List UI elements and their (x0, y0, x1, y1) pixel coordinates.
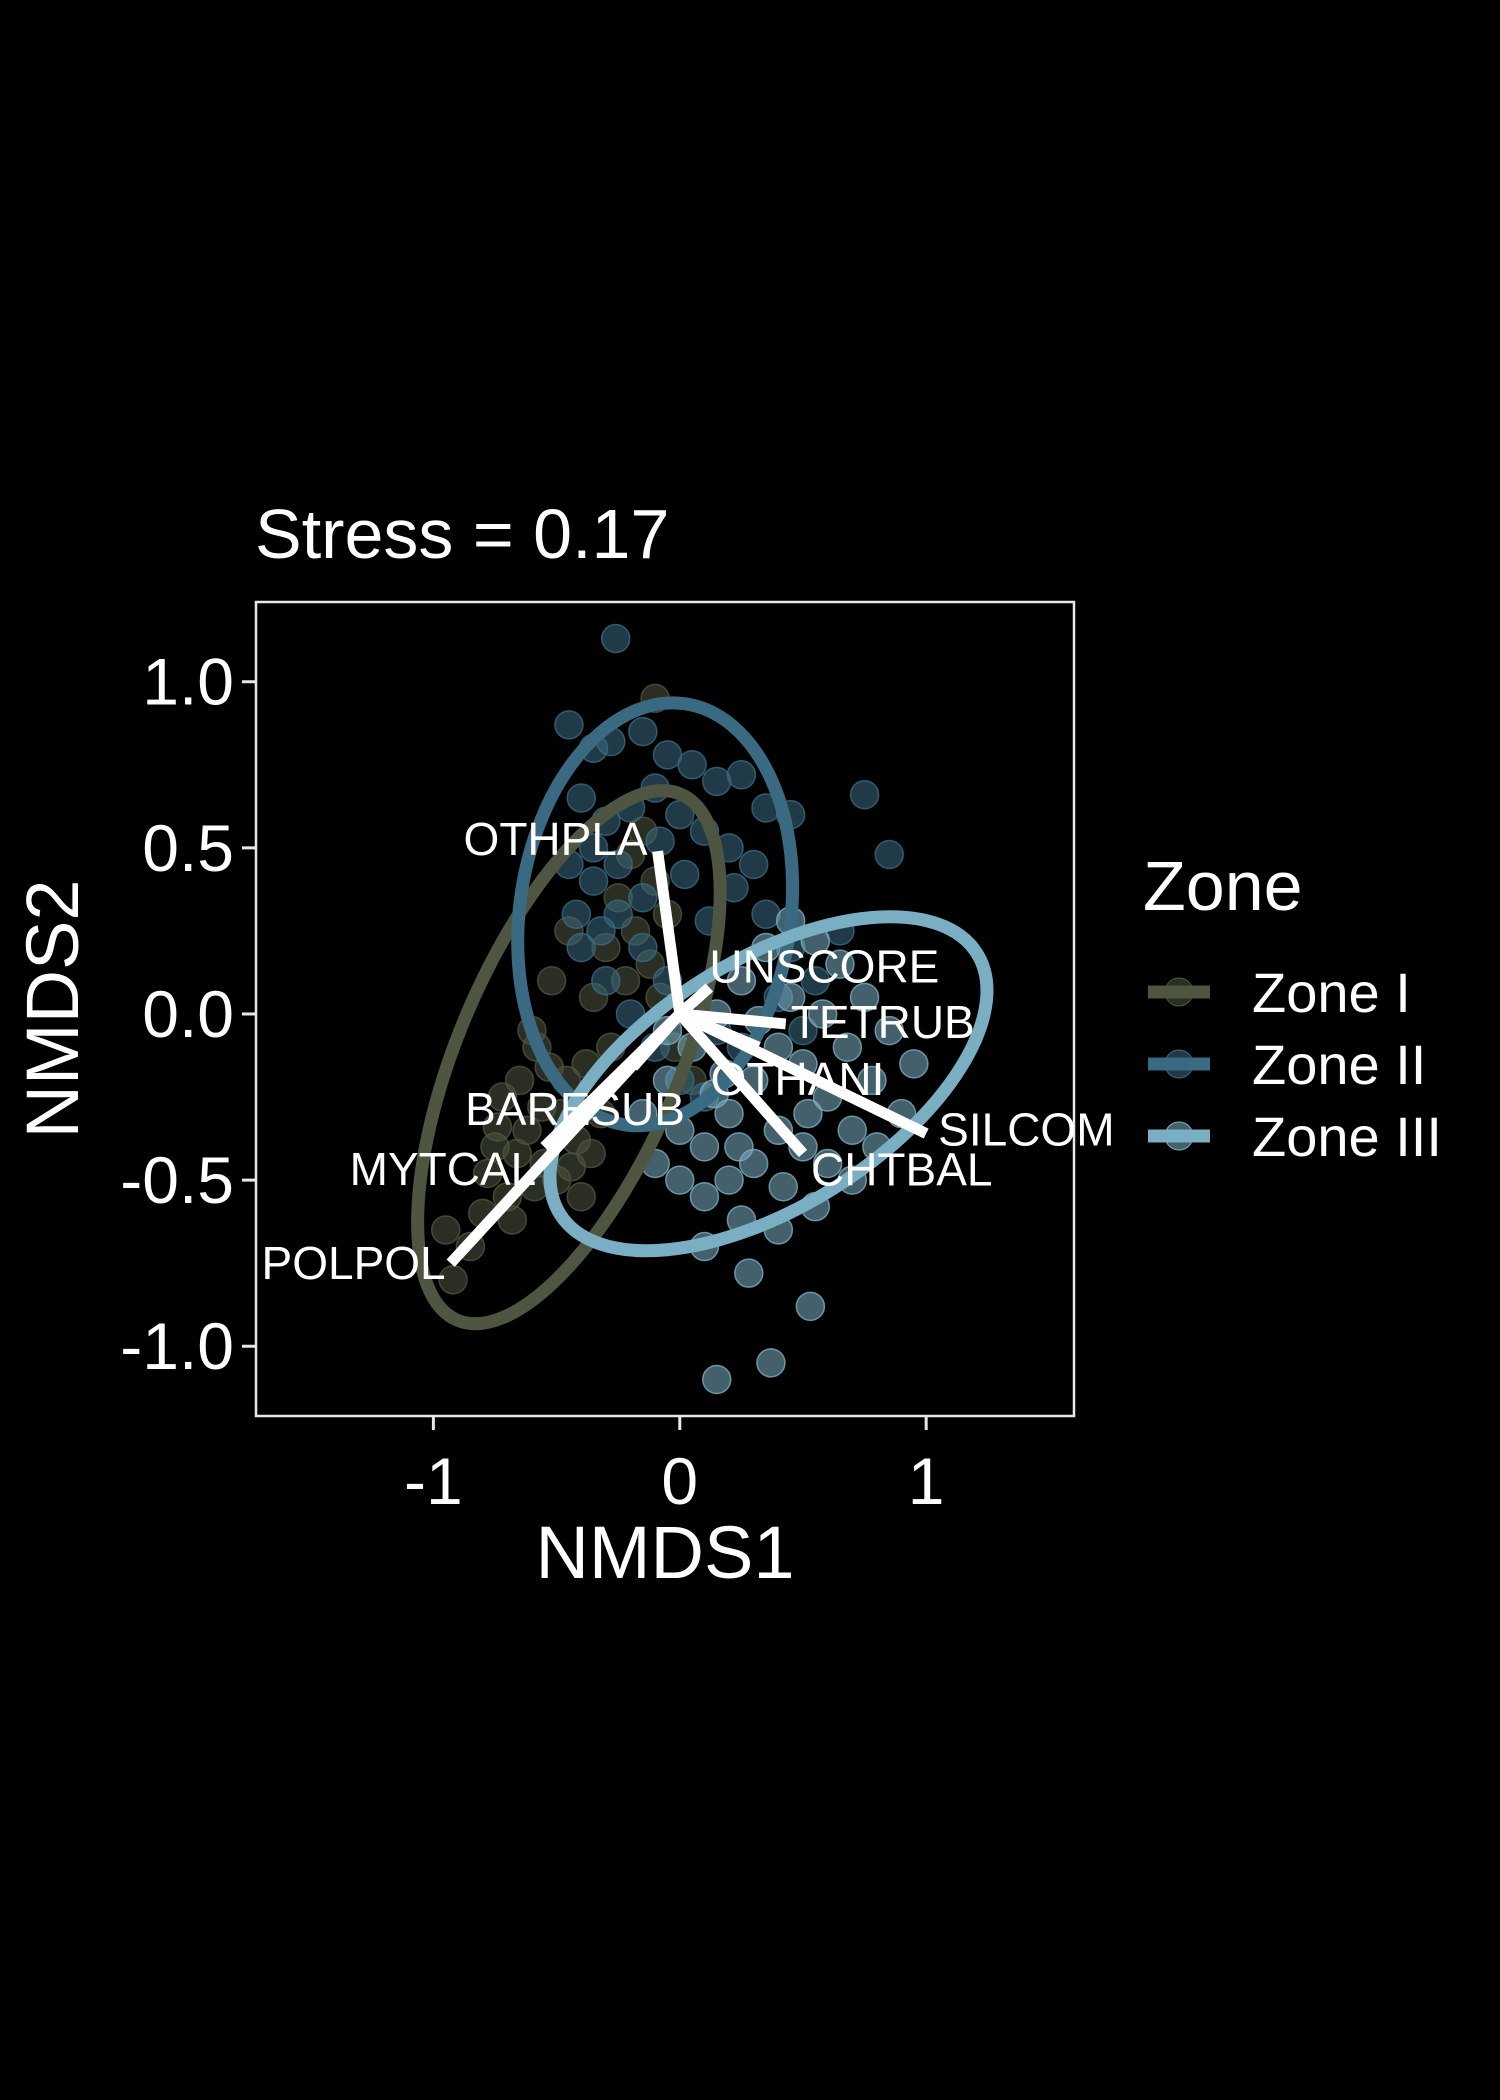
vector-polpol (446, 1010, 684, 1267)
point-zone-2-43 (586, 916, 616, 946)
vector-label-chtbal: CHTBAL (811, 1144, 992, 1196)
point-zone-1-26 (430, 1215, 461, 1245)
ellipses-layer (411, 696, 994, 1331)
point-zone-2-12 (874, 839, 904, 870)
point-zone-2-8 (726, 760, 757, 790)
x-axis: -1 0 1 (404, 1416, 945, 1518)
chart-title: Stress = 0.17 (255, 495, 669, 573)
point-zone-3-37 (689, 1181, 720, 1212)
legend-key-point (1164, 1049, 1194, 1079)
point-zone-1-25 (438, 1265, 468, 1295)
point-zone-3-48 (724, 1132, 754, 1162)
vector-label-silcom: SILCOM (938, 1104, 1114, 1156)
legend-label: Zone III (1252, 1105, 1442, 1168)
vector-label-tetrub: TETRUB (791, 996, 975, 1048)
x-tick-label: 1 (908, 1444, 945, 1518)
point-zone-3-32 (812, 1148, 843, 1179)
point-zone-1-41 (482, 1112, 513, 1142)
legend-label: Zone I (1252, 961, 1411, 1024)
point-zone-2-24 (628, 932, 658, 963)
legend: Zone Zone I Zone II Zone III (1143, 847, 1442, 1168)
point-zone-2-22 (578, 866, 609, 896)
vector-othpla (652, 850, 686, 1015)
point-zone-1-28 (497, 1205, 527, 1235)
point-zone-2-13 (566, 783, 596, 813)
x-tick-label: 0 (661, 1444, 698, 1518)
point-zone-3-45 (857, 1065, 887, 1096)
x-axis-title: NMDS1 (535, 1511, 794, 1594)
point-zone-2-20 (738, 849, 769, 880)
point-zone-2-42 (561, 899, 592, 930)
point-zone-3-46 (793, 1098, 823, 1129)
point-zone-3-14 (825, 949, 855, 979)
legend-entry-zone-3: Zone III (1148, 1105, 1442, 1168)
point-zone-1-9 (487, 1082, 518, 1112)
point-zone-1-29 (527, 1092, 557, 1122)
y-axis: -1.0 -0.5 0.0 0.5 1.0 (120, 645, 256, 1383)
y-tick-label: -0.5 (120, 1143, 234, 1217)
point-zone-2-4 (628, 716, 658, 747)
y-tick-label: 0.5 (142, 811, 234, 885)
point-zone-3-26 (714, 1098, 744, 1129)
y-tick-label: -1.0 (120, 1309, 234, 1383)
point-zone-2-38 (751, 899, 781, 930)
point-zone-3-0 (701, 1364, 732, 1395)
point-zone-2-6 (677, 750, 707, 780)
point-zone-2-0 (600, 623, 631, 654)
point-zone-3-24 (665, 1165, 695, 1195)
point-zone-2-11 (849, 779, 880, 810)
point-zone-1-27 (472, 1158, 503, 1189)
legend-entry-zone-2: Zone II (1148, 1033, 1426, 1096)
point-zone-3-13 (849, 982, 880, 1013)
point-zone-2-40 (800, 966, 831, 996)
point-zone-3-2 (795, 1291, 826, 1322)
point-zone-2-29 (566, 932, 596, 963)
point-zone-3-31 (837, 1115, 868, 1146)
vector-label-othpla: OTHPLA (464, 813, 648, 865)
vector-label-unscore: UNSCORE (709, 940, 939, 992)
x-tick-label: -1 (404, 1444, 463, 1518)
y-axis-title: NMDS2 (11, 879, 94, 1138)
legend-entry-zone-1: Zone I (1148, 961, 1411, 1024)
point-zone-3-47 (768, 1172, 799, 1202)
point-zone-3-3 (734, 1258, 764, 1288)
legend-key-point (1164, 1121, 1194, 1151)
point-zone-2-36 (603, 849, 633, 880)
point-zone-2-35 (578, 833, 609, 863)
point-zone-3-18 (726, 966, 757, 996)
vectors-layer: OTHPLAUNSCORETETRUBOTHANISILCOMCHTBALBAR… (262, 813, 1115, 1289)
point-zone-1-21 (536, 966, 567, 996)
legend-key-point (1164, 977, 1194, 1007)
point-zone-2-46 (669, 859, 700, 890)
point-zone-3-25 (689, 1132, 720, 1162)
ellipse-zone-3 (543, 910, 994, 1258)
point-zone-1-43 (556, 1152, 587, 1182)
vector-chtbal (675, 1010, 808, 1158)
point-zone-2-37 (628, 882, 658, 913)
point-zone-3-12 (874, 1015, 904, 1046)
vector-label-polpol: POLPOL (262, 1237, 446, 1289)
y-tick-label: 1.0 (142, 645, 234, 719)
point-zone-2-30 (591, 966, 621, 996)
point-zone-1-23 (566, 1181, 596, 1212)
vector-silcom (677, 1009, 929, 1139)
point-zone-3-1 (756, 1348, 786, 1378)
legend-title: Zone (1143, 847, 1303, 925)
point-zone-2-49 (788, 1015, 818, 1046)
point-zone-3-11 (899, 1049, 929, 1079)
point-zone-2-1 (554, 710, 584, 740)
vector-label-mytcal: MYTCAL (350, 1143, 537, 1195)
point-zone-3-43 (807, 999, 838, 1029)
y-tick-label: 0.0 (142, 977, 234, 1051)
point-zone-3-36 (714, 1165, 744, 1195)
legend-label: Zone II (1252, 1033, 1426, 1096)
point-zone-3-44 (832, 1032, 863, 1062)
ellipse-zone-1 (411, 784, 727, 1331)
point-zone-2-5 (652, 740, 683, 770)
point-zone-1-40 (502, 1138, 532, 1169)
point-zone-2-7 (701, 766, 732, 797)
